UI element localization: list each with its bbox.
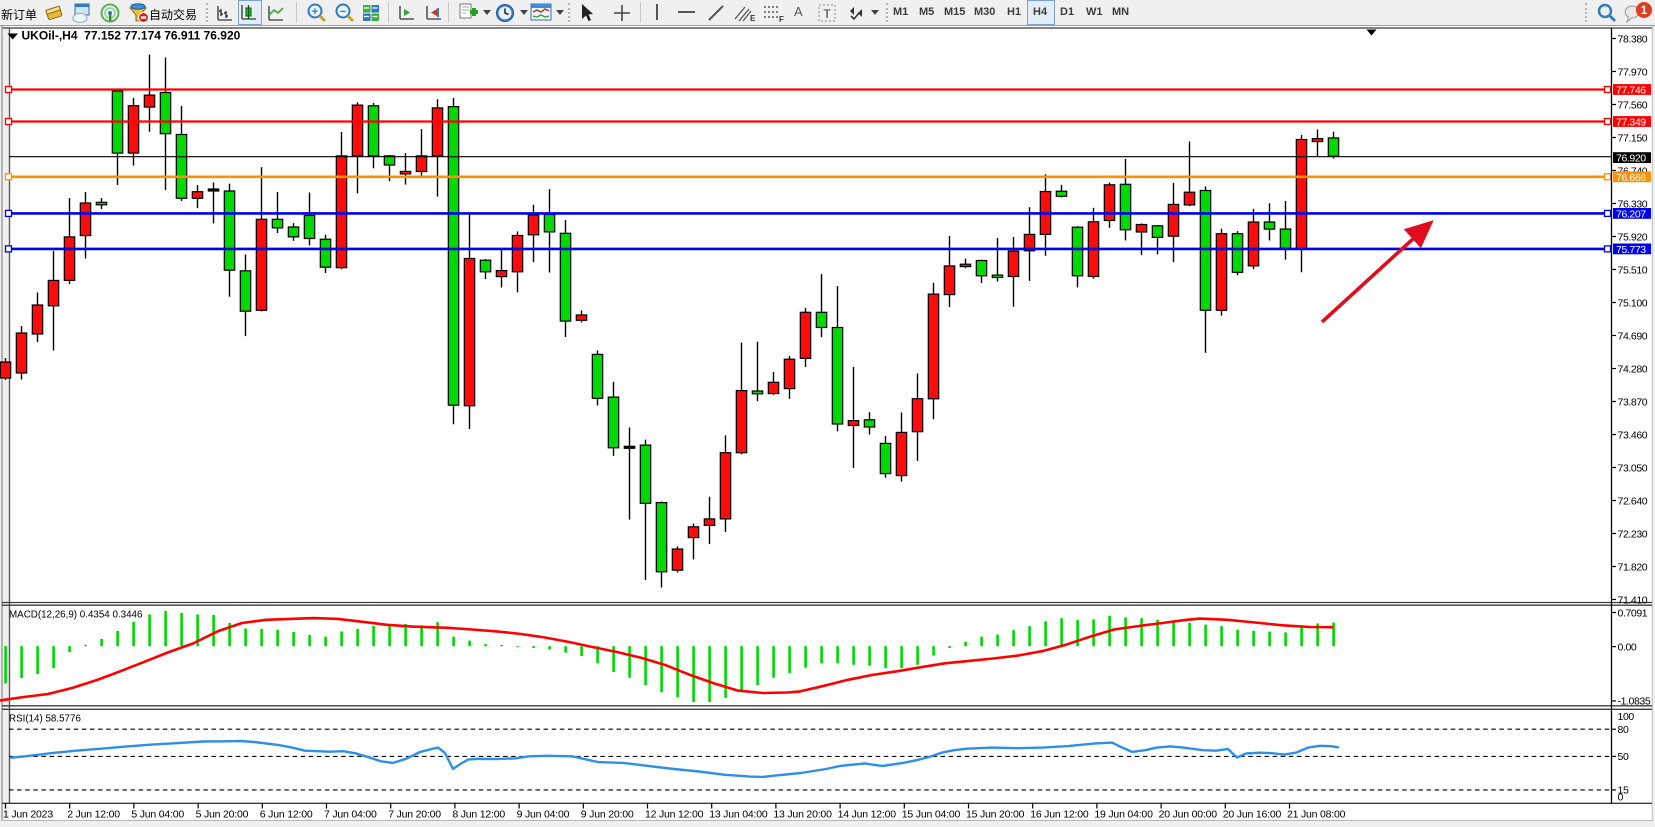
svg-text:80: 80 — [1618, 724, 1629, 736]
svg-text:6 Jun 12:00: 6 Jun 12:00 — [260, 809, 313, 821]
svg-text:14 Jun 12:00: 14 Jun 12:00 — [838, 809, 897, 821]
svg-text:15 Jun 20:00: 15 Jun 20:00 — [966, 809, 1025, 821]
svg-text:7 Jun 04:00: 7 Jun 04:00 — [324, 809, 377, 821]
svg-text:9 Jun 04:00: 9 Jun 04:00 — [517, 809, 570, 821]
svg-text:1: 1 — [1641, 3, 1648, 17]
svg-text:13 Jun 04:00: 13 Jun 04:00 — [709, 809, 768, 821]
svg-text:21 Jun 08:00: 21 Jun 08:00 — [1287, 809, 1346, 821]
svg-text:100: 100 — [1618, 711, 1635, 723]
svg-text:20 Jun 00:00: 20 Jun 00:00 — [1159, 809, 1218, 821]
svg-text:77.349: 77.349 — [1616, 117, 1646, 129]
svg-text:77.746: 77.746 — [1616, 85, 1646, 97]
svg-text:75.510: 75.510 — [1618, 264, 1648, 276]
svg-text:77.560: 77.560 — [1618, 99, 1648, 111]
svg-text:UKOil-,H4 77.152 77.174 76.91: UKOil-,H4 77.152 77.174 76.911 76.920 — [22, 29, 241, 43]
svg-text:73.870: 73.870 — [1618, 396, 1648, 408]
svg-text:−: − — [340, 6, 346, 18]
svg-text:13 Jun 20:00: 13 Jun 20:00 — [773, 809, 832, 821]
svg-text:76.330: 76.330 — [1618, 198, 1648, 210]
svg-text:73.050: 73.050 — [1618, 462, 1648, 474]
svg-text:8 Jun 12:00: 8 Jun 12:00 — [452, 809, 505, 821]
svg-text:77.150: 77.150 — [1618, 132, 1648, 144]
svg-text:73.460: 73.460 — [1618, 429, 1648, 441]
svg-text:15 Jun 04:00: 15 Jun 04:00 — [902, 809, 961, 821]
svg-text:2 Jun 12:00: 2 Jun 12:00 — [67, 809, 120, 821]
svg-text:50: 50 — [1618, 751, 1629, 763]
svg-text:E: E — [750, 14, 756, 23]
svg-text:-1.0835: -1.0835 — [1618, 696, 1651, 708]
svg-text:19 Jun 04:00: 19 Jun 04:00 — [1094, 809, 1153, 821]
svg-text:75.100: 75.100 — [1618, 297, 1648, 309]
svg-text:74.280: 74.280 — [1618, 363, 1648, 375]
svg-text:T: T — [823, 7, 831, 21]
svg-text:0: 0 — [1618, 791, 1624, 803]
svg-text:77.970: 77.970 — [1618, 66, 1648, 78]
svg-text:76.666: 76.666 — [1616, 172, 1646, 184]
svg-text:1 Jun 2023: 1 Jun 2023 — [3, 809, 53, 821]
svg-text:71.410: 71.410 — [1618, 594, 1648, 606]
svg-text:76.207: 76.207 — [1616, 208, 1646, 220]
svg-text:78.380: 78.380 — [1618, 33, 1648, 45]
svg-text:20 Jun 16:00: 20 Jun 16:00 — [1223, 809, 1282, 821]
svg-text:9 Jun 20:00: 9 Jun 20:00 — [581, 809, 634, 821]
svg-text:5 Jun 04:00: 5 Jun 04:00 — [131, 809, 184, 821]
svg-text:72.230: 72.230 — [1618, 528, 1648, 540]
svg-text:75.920: 75.920 — [1618, 231, 1648, 243]
svg-text:0.00: 0.00 — [1618, 641, 1637, 653]
svg-text:16 Jun 12:00: 16 Jun 12:00 — [1030, 809, 1089, 821]
svg-text:75.773: 75.773 — [1616, 244, 1646, 256]
svg-text:MACD(12,26,9) 0.4354 0.3446: MACD(12,26,9) 0.4354 0.3446 — [9, 610, 143, 621]
svg-text:76.920: 76.920 — [1616, 153, 1646, 165]
svg-text:5 Jun 20:00: 5 Jun 20:00 — [196, 809, 249, 821]
svg-text:0.7091: 0.7091 — [1618, 607, 1648, 619]
svg-text:RSI(14) 58.5776: RSI(14) 58.5776 — [9, 714, 81, 725]
svg-text:F: F — [779, 15, 784, 23]
svg-text:15: 15 — [1618, 785, 1629, 797]
svg-text:7 Jun 20:00: 7 Jun 20:00 — [388, 809, 441, 821]
svg-text:72.640: 72.640 — [1618, 495, 1648, 507]
svg-text:12 Jun 12:00: 12 Jun 12:00 — [645, 809, 704, 821]
svg-text:71.820: 71.820 — [1618, 561, 1648, 573]
svg-text:+: + — [312, 6, 318, 18]
svg-text:74.690: 74.690 — [1618, 330, 1648, 342]
